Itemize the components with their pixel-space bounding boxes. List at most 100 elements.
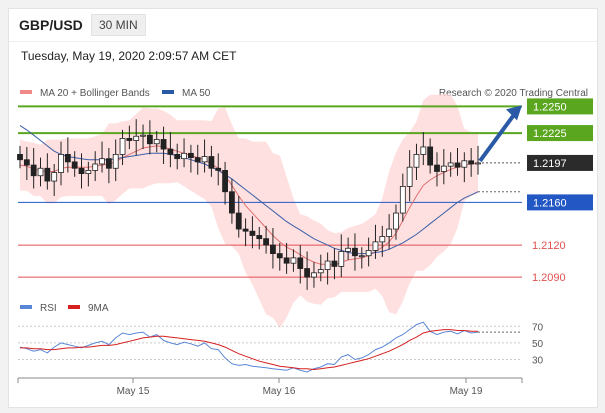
last-price-tag: [527, 154, 593, 171]
candle-body: [427, 146, 434, 166]
rsi-tick-label: 30: [532, 356, 544, 367]
candle-body: [276, 253, 283, 259]
legend-ma20-label: MA 20 + Bollinger Bands: [40, 88, 150, 99]
candle-body: [140, 134, 146, 137]
candle-body: [304, 268, 311, 278]
candle-body: [78, 167, 85, 174]
currency-pair-title: GBP/USD: [19, 17, 83, 33]
candle-body: [352, 247, 358, 257]
candle-body: [23, 159, 30, 166]
rsi-tick-label: 50: [532, 339, 544, 350]
legend-ma20-swatch: [20, 90, 32, 94]
last-price-label: 1.2197: [533, 158, 567, 170]
candle-body: [133, 135, 140, 141]
rsi-9ma-line: [20, 329, 478, 371]
candle-body: [399, 185, 406, 214]
candle-body: [461, 160, 468, 168]
candle-body: [44, 167, 51, 182]
candle-body: [194, 157, 201, 163]
candle-body: [256, 235, 263, 240]
level-tag-1: [527, 125, 593, 142]
candle-body: [229, 191, 235, 214]
candle-body: [454, 162, 461, 168]
forecast-arrow-shaft: [478, 112, 517, 163]
candle-body: [119, 137, 126, 155]
candle-body: [187, 152, 194, 158]
level-label-4: 1.2120: [532, 240, 566, 252]
candle-body: [112, 153, 119, 169]
bollinger-bands: [20, 93, 478, 329]
candle-body: [420, 146, 427, 155]
ma50-line: [19, 125, 479, 255]
candle-body: [235, 212, 242, 230]
x-tick-label: May 15: [117, 386, 150, 397]
candle-body: [406, 166, 413, 187]
legend-rsi-swatch: [20, 305, 32, 309]
candle-body: [58, 153, 64, 173]
candle-body: [92, 163, 99, 171]
candle-body: [51, 172, 58, 182]
candle-body: [99, 158, 105, 165]
candle-body: [311, 272, 317, 278]
chart-datetime: Tuesday, May 19, 2020 2:09:57 AM CET: [21, 49, 237, 63]
credit-text: Research © 2020 Trading Central: [439, 88, 588, 99]
candle-body: [358, 255, 365, 258]
candle-body: [270, 244, 276, 254]
candle-body: [153, 139, 160, 145]
candle-body: [317, 269, 324, 274]
candle-body: [17, 153, 23, 161]
candle-body: [105, 158, 112, 169]
candle-body: [345, 247, 352, 252]
chart-header: GBP/USD 30 MIN: [9, 9, 597, 42]
candle-body: [386, 228, 393, 237]
candle-body: [468, 160, 475, 165]
candle-body: [290, 257, 297, 264]
candle-body: [85, 169, 92, 174]
candle-body: [126, 137, 133, 141]
level-tag-3: [527, 194, 593, 211]
candle-body: [71, 161, 78, 169]
candle-body: [37, 167, 44, 177]
level-label-5: 1.2090: [532, 272, 566, 284]
candle-body: [174, 153, 181, 160]
rsi-tick-label: 70: [532, 322, 544, 333]
candle-body: [475, 162, 481, 165]
candle-body: [215, 167, 222, 171]
candle-body: [263, 238, 269, 246]
candle-body: [30, 164, 37, 177]
legend-ma50-label: MA 50: [182, 88, 211, 99]
candle-body: [160, 139, 167, 150]
candle-body: [167, 148, 174, 155]
candle-body: [372, 241, 379, 251]
candle-body: [64, 153, 71, 163]
candle-body: [365, 249, 372, 257]
chart-card: GBP/USD 30 MIN Tuesday, May 19, 2020 2:0…: [8, 8, 598, 408]
level-label-3: 1.2160: [533, 197, 567, 209]
x-tick-label: May 16: [263, 386, 296, 397]
candle-body: [338, 251, 345, 267]
legend-9ma-swatch: [68, 305, 80, 309]
timeframe-badge[interactable]: 30 MIN: [91, 14, 146, 36]
rsi-line: [19, 321, 479, 373]
candle-body: [181, 152, 187, 160]
candle-body: [208, 156, 215, 169]
legend-rsi-label: RSI: [40, 303, 57, 314]
candle-body: [222, 169, 228, 193]
candle-body: [331, 260, 338, 267]
legend-9ma-label: 9MA: [88, 303, 109, 314]
level-label-1: 1.2225: [533, 128, 567, 140]
x-tick-label: May 19: [450, 386, 483, 397]
candle-body: [440, 165, 447, 172]
level-label-0: 1.2250: [533, 101, 567, 113]
candle-body: [242, 228, 249, 232]
forecast-arrow-head: [506, 105, 522, 121]
candle-body: [447, 162, 454, 167]
candle-body: [379, 236, 386, 243]
candle-body: [413, 153, 420, 168]
candle-body: [249, 230, 256, 236]
candle-body: [393, 212, 399, 230]
level-tag-0: [527, 98, 593, 115]
candle-body: [324, 260, 331, 271]
candle-body: [146, 134, 153, 145]
